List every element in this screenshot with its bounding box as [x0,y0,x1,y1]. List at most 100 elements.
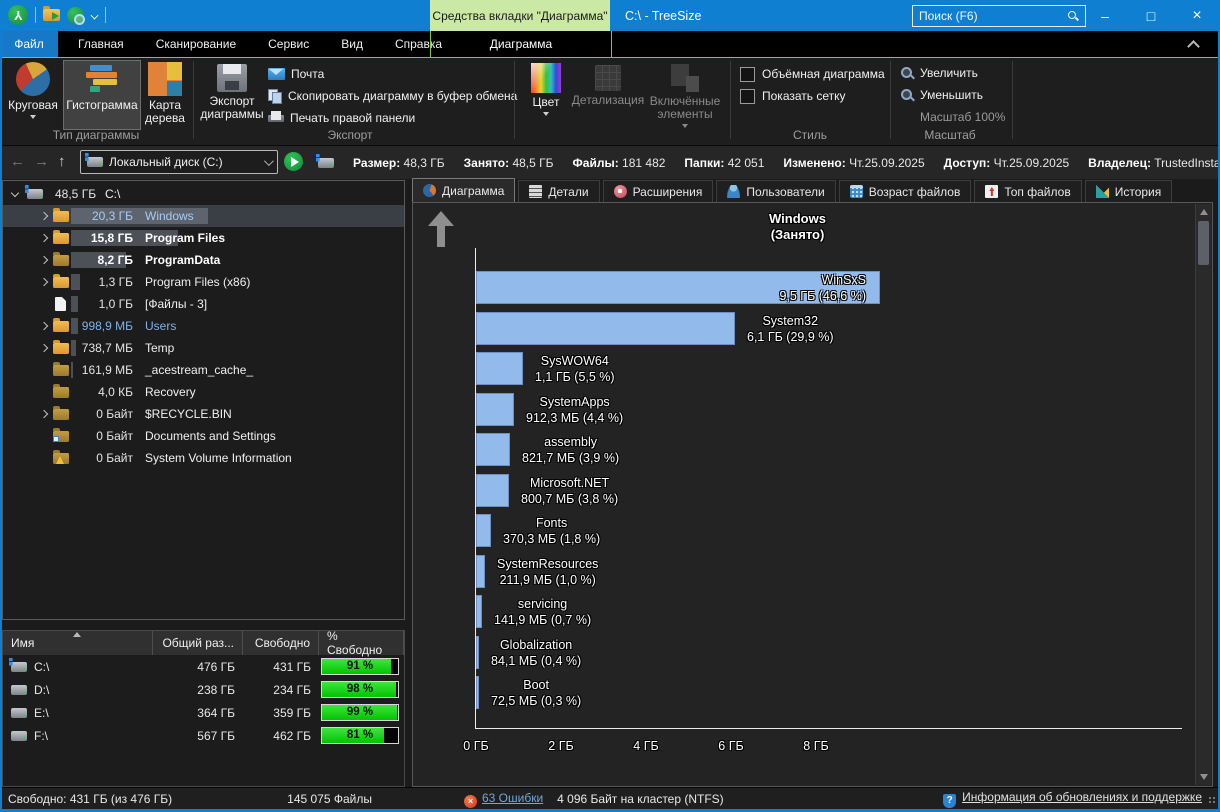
scroll-down-icon[interactable] [1200,774,1208,780]
chevron-right-icon[interactable] [39,343,49,353]
item-size: 0 Байт [96,429,133,443]
checkbox-icon[interactable] [740,66,755,82]
close-button[interactable]: × [1192,6,1202,24]
chart-scrollbar[interactable] [1195,204,1211,785]
chevron-down-icon[interactable] [10,188,20,198]
tab-Детали[interactable]: Детали [518,180,600,202]
tree-item[interactable]: 1,0 ГБ [Файлы - 3] [3,293,404,315]
menu-tab-Главная[interactable]: Главная [78,37,124,51]
tree-item[interactable]: 738,7 МБ Temp [3,337,404,359]
drive-row[interactable]: D:\ 238 ГБ 234 ГБ 98 % [3,678,404,701]
tree-item[interactable]: 20,3 ГБ Windows [3,205,404,227]
tab-Топ файлов[interactable]: Топ файлов [974,180,1082,202]
scroll-up-icon[interactable] [1200,209,1208,215]
drive-row[interactable]: F:\ 567 ГБ 462 ГБ 81 % [3,724,404,747]
pie-chart-type-button[interactable]: Круговая [4,60,62,130]
chevron-down-icon[interactable] [257,151,277,173]
scrollbar-thumb[interactable] [1198,221,1209,265]
chevron-right-icon[interactable] [39,321,49,331]
chart-bar-Globalization[interactable] [476,636,479,669]
tree-item[interactable]: 161,9 МБ _acestream_cache_ [3,359,404,381]
print-right-panel-button[interactable]: Печать правой панели [268,107,415,128]
start-scan-button[interactable] [284,152,303,171]
chart-bar-Boot[interactable] [476,676,479,709]
drive-icon [11,684,27,695]
tree-item[interactable]: 1,3 ГБ Program Files (x86) [3,271,404,293]
column-header[interactable]: Свободно [243,631,319,655]
menu-tab-Вид[interactable]: Вид [341,37,363,51]
show-grid-checkbox[interactable]: Показать сетку [740,86,846,106]
tree-item[interactable]: 0 Байт $RECYCLE.BIN [3,403,404,425]
chart-bar-SysWOW64[interactable] [476,352,523,385]
tab-Пользователи[interactable]: Пользователи [716,180,836,202]
errors-link[interactable]: 63 Ошибки [482,790,544,805]
tree-item[interactable]: 0 Байт Documents and Settings [3,425,404,447]
minimize-button[interactable]: – [1101,7,1109,24]
chevron-right-icon[interactable] [39,255,49,265]
chart-bar-SystemResources[interactable] [476,555,485,588]
drive-row[interactable]: C:\ 476 ГБ 431 ГБ 91 % [3,655,404,678]
volumetric-chart-checkbox[interactable]: Объёмная диаграмма [740,64,885,84]
zoom-out-button[interactable]: Уменьшить [900,84,983,105]
chart-bar-SystemApps[interactable] [476,393,514,426]
bar-value: 211,9 МБ (1,0 %) [499,573,596,587]
navigate-up-icon[interactable] [427,211,461,249]
forward-arrow-icon[interactable]: → [34,153,49,170]
color-button[interactable]: Цвет [524,60,568,130]
tree-item[interactable]: 15,8 ГБ Program Files [3,227,404,249]
histogram-icon [84,64,120,96]
chart-bar-Fonts[interactable] [476,514,491,547]
back-arrow-icon[interactable]: ← [10,153,25,170]
bar-category: assembly [544,435,597,449]
mail-button[interactable]: Почта [268,63,324,84]
chevron-right-icon[interactable] [39,233,49,243]
chart-bar-WinSxS[interactable] [476,271,880,304]
zoom-in-button[interactable]: Увеличить [900,62,978,83]
tree-item[interactable]: 0 Байт System Volume Information [3,447,404,469]
chart-bar-assembly[interactable] [476,433,510,466]
copy-chart-button[interactable]: Скопировать диаграмму в буфер обмена [268,85,517,106]
drives-table-header: Имя Общий раз... Свободно% Свободно [3,629,404,657]
menu-tab-Сканирование[interactable]: Сканирование [155,37,237,51]
search-icon[interactable] [1067,10,1079,22]
checkbox-icon[interactable] [740,88,755,104]
treemap-chart-type-button[interactable]: Карта дерева [142,60,188,130]
chart-bar-servicing[interactable] [476,595,482,628]
export-chart-button[interactable]: Экспорт диаграммы [200,60,264,130]
histogram-chart-type-button[interactable]: Гистограмма [63,60,141,130]
tree-item[interactable]: 998,9 МБ Users [3,315,404,337]
chevron-right-icon[interactable] [39,211,49,221]
up-arrow-icon[interactable]: ↑ [58,153,66,170]
tree-item[interactable]: 4,0 КБ Recovery [3,381,404,403]
resize-grip[interactable] [1208,796,1216,804]
menu-tab-diagram-context[interactable]: Диаграмма [430,31,612,57]
chart-bar-System32[interactable] [476,312,735,345]
menu-tab-Сервис[interactable]: Сервис [268,37,310,51]
scan-search-icon[interactable] [67,6,85,25]
column-header[interactable]: Имя [3,631,153,655]
stat-label: Файлы: [572,155,619,170]
drive-row[interactable]: E:\ 364 ГБ 359 ГБ 99 % [3,701,404,724]
folder-icon [53,274,69,288]
scan-folder-icon[interactable] [43,6,60,21]
tab-Диаграмма[interactable]: Диаграмма [412,178,516,202]
maximize-button[interactable]: □ [1146,7,1156,24]
chevron-right-icon[interactable] [39,277,49,287]
tab-Расширения[interactable]: Расширения [602,180,714,202]
chevron-right-icon[interactable] [39,409,49,419]
update-info-link[interactable]: Информация об обновлениях и поддержке [962,790,1202,804]
qat-dropdown-icon[interactable] [91,12,98,19]
column-header[interactable]: % Свободно [319,629,404,657]
drive-selector[interactable]: Локальный диск (C:) [80,150,278,174]
chart-bar-Microsoft.NET[interactable] [476,474,509,507]
stat-item: Файлы: 181 482 [573,156,666,170]
tab-История[interactable]: История [1084,180,1173,202]
tree-item[interactable]: 48,5 ГБ C:\ [3,183,404,205]
tab-Возраст файлов[interactable]: Возраст файлов [838,180,972,202]
search-input[interactable]: Поиск (F6) [912,5,1086,27]
column-header[interactable]: Общий раз... [153,631,243,655]
collapse-ribbon-icon[interactable] [1188,39,1200,49]
drive-pct-cell: 81 % [321,727,405,744]
menu-tab-file[interactable]: Файл [0,31,58,57]
tree-item[interactable]: 8,2 ГБ ProgramData [3,249,404,271]
